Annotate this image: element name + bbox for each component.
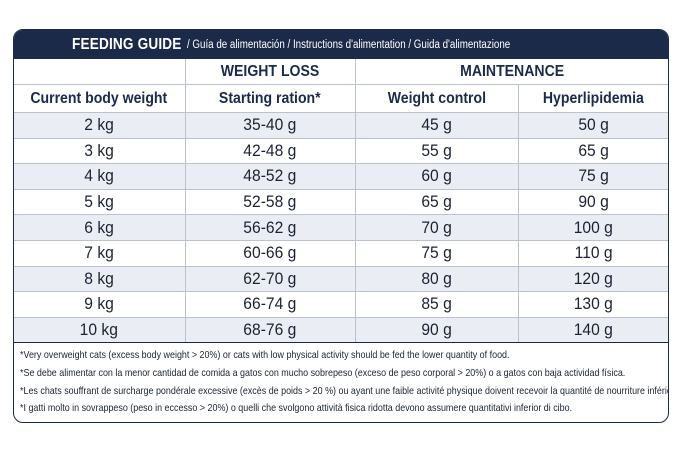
table-cell: 3 kg bbox=[14, 137, 185, 164]
table-cell: 65 g bbox=[517, 137, 668, 164]
table-cell: 42-48 g bbox=[184, 137, 355, 164]
table-cell: 6 kg bbox=[14, 214, 185, 241]
table-cell: 120 g bbox=[517, 265, 668, 292]
table-cell: 5 kg bbox=[14, 188, 185, 215]
table-row: 10 kg 68-76 g 90 g 140 g bbox=[14, 316, 668, 343]
table-row: 3 kg 42-48 g 55 g 65 g bbox=[14, 137, 668, 164]
table-cell: 7 kg bbox=[14, 239, 185, 267]
table-cell: 140 g bbox=[517, 316, 668, 343]
table-cell: 85 g bbox=[354, 291, 518, 318]
table-cell: 60-66 g bbox=[184, 239, 355, 267]
table-cell: 10 kg bbox=[14, 316, 185, 343]
footnote-english: *Very overweight cats (excess body weigh… bbox=[20, 350, 510, 362]
table-cell: 50 g bbox=[517, 112, 668, 139]
table-cell: 80 g bbox=[354, 265, 518, 292]
table-cell: 90 g bbox=[517, 188, 668, 215]
table-cell: 55 g bbox=[354, 137, 518, 164]
table-cell: 90 g bbox=[354, 316, 518, 343]
table-cell: 60 g bbox=[354, 163, 518, 190]
table-cell: 9 kg bbox=[14, 291, 185, 318]
feeding-guide-banner: FEEDING GUIDE / Guía de alimentación / I… bbox=[14, 30, 668, 59]
table-cell: 100 g bbox=[517, 214, 668, 241]
footnote-french: *Les chats souffrant de surcharge pondér… bbox=[20, 385, 669, 397]
footnotes: *Very overweight cats (excess body weigh… bbox=[14, 342, 668, 417]
table-cell: 130 g bbox=[517, 291, 668, 318]
footnote-italian: *I gatti molto in sovrappeso (peso in ec… bbox=[20, 403, 573, 415]
table-row: 4 kg 48-52 g 60 g 75 g bbox=[14, 163, 668, 190]
table-cell: 4 kg bbox=[14, 163, 185, 190]
column-header-row: Current body weight Starting ration* Wei… bbox=[14, 84, 668, 113]
table-row: 9 kg 66-74 g 85 g 130 g bbox=[14, 291, 668, 318]
table-cell: 65 g bbox=[354, 188, 518, 215]
group-header-weight-loss: WEIGHT LOSS bbox=[184, 59, 355, 85]
table-row: 6 kg 56-62 g 70 g 100 g bbox=[14, 214, 668, 241]
table-cell: 66-74 g bbox=[184, 291, 355, 318]
table-row: 7 kg 60-66 g 75 g 110 g bbox=[14, 239, 668, 267]
table-cell: 62-70 g bbox=[184, 265, 355, 292]
group-header-empty bbox=[14, 59, 185, 85]
table-cell: 35-40 g bbox=[184, 112, 355, 139]
feeding-guide-translations: / Guía de alimentación / Instructions d'… bbox=[186, 38, 511, 51]
table-cell: 110 g bbox=[517, 239, 668, 267]
table-cell: 68-76 g bbox=[184, 316, 355, 343]
column-header-starting-ration: Starting ration* bbox=[184, 84, 355, 113]
column-header-weight-control: Weight control bbox=[354, 84, 518, 113]
table-cell: 52-58 g bbox=[184, 188, 355, 215]
feeding-guide-title: FEEDING GUIDE bbox=[72, 35, 182, 53]
feeding-guide-card: FEEDING GUIDE / Guía de alimentación / I… bbox=[13, 29, 669, 423]
group-header-maintenance: MAINTENANCE bbox=[354, 59, 668, 85]
table-cell: 45 g bbox=[354, 112, 518, 139]
table-row: 8 kg 62-70 g 80 g 120 g bbox=[14, 265, 668, 292]
table-cell: 56-62 g bbox=[184, 214, 355, 241]
table-cell: 75 g bbox=[517, 163, 668, 190]
column-header-hyperlipidemia: Hyperlipidemia bbox=[517, 84, 668, 113]
group-header-row: WEIGHT LOSS MAINTENANCE bbox=[14, 59, 668, 85]
footnote-spanish: *Se debe alimentar con la menor cantidad… bbox=[20, 367, 626, 379]
table-cell: 75 g bbox=[354, 239, 518, 267]
table-cell: 2 kg bbox=[14, 112, 185, 139]
column-header-body-weight: Current body weight bbox=[30, 89, 168, 107]
table-cell: 70 g bbox=[354, 214, 518, 241]
table-row: 5 kg 52-58 g 65 g 90 g bbox=[14, 188, 668, 215]
table-cell: 48-52 g bbox=[184, 163, 355, 190]
feeding-table: WEIGHT LOSS MAINTENANCE Current body wei… bbox=[14, 59, 668, 343]
table-cell: 8 kg bbox=[14, 265, 185, 292]
table-row: 2 kg 35-40 g 45 g 50 g bbox=[14, 112, 668, 139]
